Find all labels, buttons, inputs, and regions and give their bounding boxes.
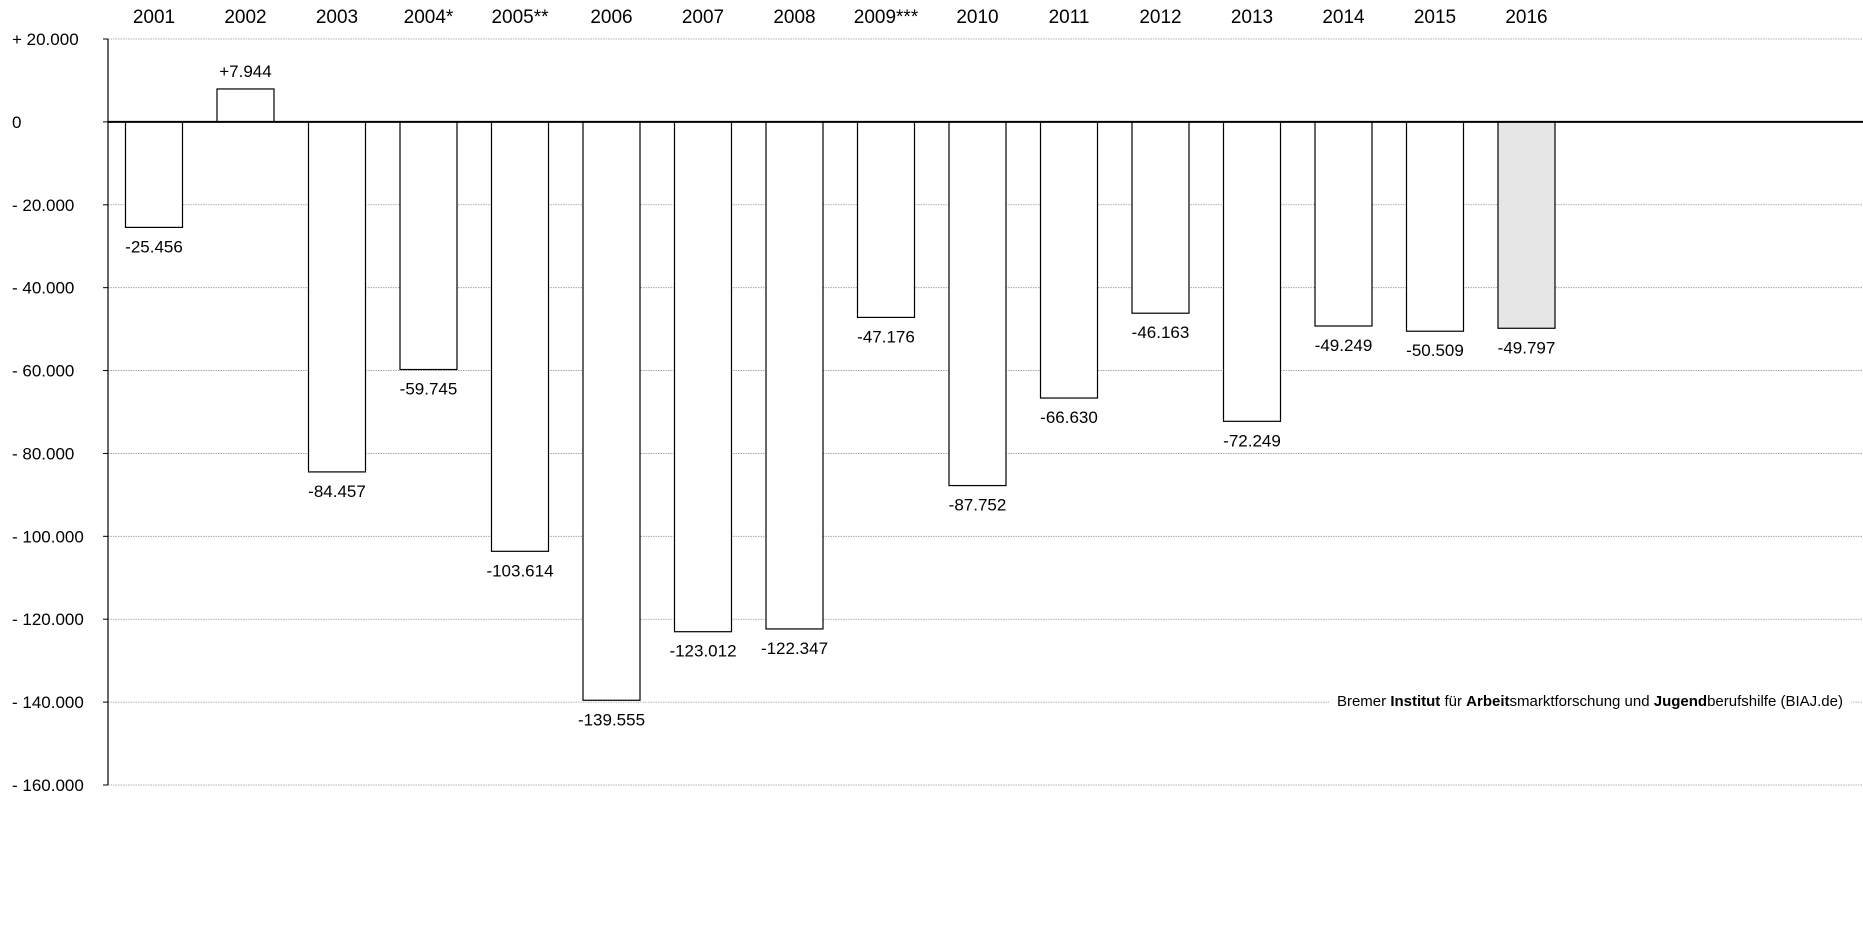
y-tick-label: - 20.000	[12, 196, 74, 215]
bar-2008	[765, 121, 824, 630]
y-tick-label: - 140.000	[12, 693, 84, 712]
bar-2009	[856, 121, 916, 319]
category-label: 2013	[1231, 7, 1273, 28]
bar-2004	[399, 121, 458, 371]
value-label: -139.555	[578, 710, 645, 729]
bar-2006	[582, 121, 641, 701]
value-label: -49.249	[1315, 336, 1373, 355]
value-label: -49.797	[1498, 338, 1556, 357]
source-note-part: Arbeit	[1466, 693, 1510, 711]
value-label: -122.347	[761, 639, 828, 658]
value-label: -47.176	[857, 327, 915, 346]
category-label: 2014	[1322, 7, 1365, 28]
bar-2016	[1497, 121, 1556, 329]
labels: + 20.000 0 - 20.000 - 40.000 - 60.000 - 80.00…	[12, 7, 1555, 795]
value-label: +7.944	[219, 62, 271, 81]
bar-2002	[216, 88, 275, 123]
bar-2013	[1222, 121, 1282, 422]
value-label: -50.509	[1406, 341, 1464, 360]
bars	[124, 88, 1556, 701]
bar-2001	[124, 121, 184, 228]
value-label: -87.752	[949, 496, 1007, 515]
bar-2005	[490, 121, 550, 552]
source-note-part: Institut	[1390, 693, 1441, 711]
bar-2012	[1131, 121, 1190, 314]
value-label: -25.456	[125, 237, 183, 256]
category-label: 2015	[1414, 7, 1456, 28]
bar-2011	[1039, 121, 1099, 399]
y-tick-label: - 80.000	[12, 444, 74, 463]
y-tick-label: - 60.000	[12, 362, 74, 381]
source-note-part: smarktforschung und	[1509, 693, 1654, 711]
y-tick-label: - 40.000	[12, 279, 74, 298]
y-tick-label: + 20.000	[12, 30, 79, 49]
value-label: -72.249	[1223, 431, 1281, 450]
category-label: 2003	[316, 7, 358, 28]
bar-2010	[948, 121, 1007, 487]
category-label: 2004*	[404, 7, 454, 28]
category-label: 2011	[1049, 7, 1090, 28]
category-label: 2005**	[491, 7, 549, 28]
value-label: -103.614	[486, 561, 553, 580]
y-tick-label: - 100.000	[12, 527, 84, 546]
category-label: 2007	[682, 7, 724, 28]
category-label: 2009***	[854, 7, 919, 28]
value-label: -84.457	[308, 482, 366, 501]
source-note-part: Bremer	[1336, 693, 1391, 711]
y-tick-label: 0	[12, 113, 21, 132]
value-label: -59.745	[400, 379, 458, 398]
source-note-part: für	[1440, 693, 1467, 711]
category-label: 2016	[1505, 7, 1547, 28]
bar-2003	[307, 121, 367, 473]
bar-2015	[1405, 121, 1465, 332]
category-label: 2006	[590, 7, 632, 28]
source-note-part: Jugend	[1653, 693, 1708, 711]
category-label: 2010	[956, 7, 998, 28]
category-label: 2001	[133, 7, 175, 28]
bar-2007	[673, 121, 733, 633]
y-tick-label: - 160.000	[12, 776, 84, 795]
source-note-part: berufshilfe (BIAJ.de)	[1707, 693, 1843, 711]
value-label: -66.630	[1040, 408, 1098, 427]
bar-2014	[1314, 121, 1373, 327]
category-label: 2008	[773, 7, 815, 28]
category-label: 2012	[1139, 7, 1181, 28]
category-label: 2002	[224, 7, 266, 28]
value-label: -46.163	[1132, 323, 1190, 342]
value-label: -123.012	[669, 642, 736, 661]
axes	[103, 38, 1863, 786]
y-tick-label: - 120.000	[12, 610, 84, 629]
source-note: Bremer Institut für Arbeitsmarktforschun…	[1328, 693, 1851, 712]
